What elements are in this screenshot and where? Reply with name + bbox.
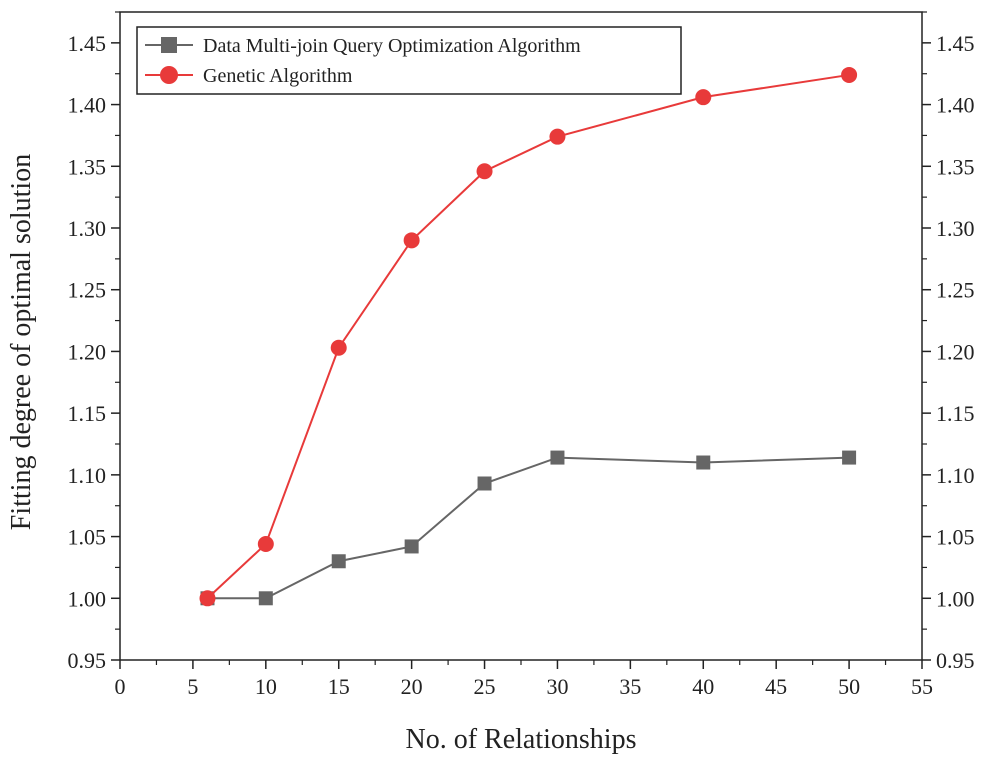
y-tick-label-left: 1.05 [68, 525, 107, 550]
data-point-circle [476, 163, 493, 180]
y-tick-label-right: 1.05 [936, 525, 975, 550]
axes: 0 5 10 15 20 25 30 35 40 45 50 550.95 0.951.00 1.001.… [68, 11, 975, 699]
y-tick-label-right: 1.10 [936, 463, 975, 488]
y-tick-label-left: 1.35 [68, 154, 107, 179]
data-point-square [404, 539, 419, 554]
data-point-square [331, 554, 346, 569]
legend-label: Data Multi-join Query Optimization Algor… [203, 35, 581, 57]
y-tick-label-right: 1.00 [936, 586, 975, 611]
y-tick-label-right: 1.45 [936, 31, 975, 56]
x-tick-label: 50 [838, 674, 860, 699]
data-point-circle [199, 590, 216, 607]
y-tick-label-left: 1.15 [68, 401, 107, 426]
data-point-circle [695, 89, 712, 106]
legend: Data Multi-join Query Optimization Algor… [136, 26, 682, 95]
data-point-square [477, 476, 492, 491]
y-tick-label-right: 1.25 [936, 278, 975, 303]
x-tick-label: 55 [911, 674, 933, 699]
series-genetic-algorithm [199, 66, 858, 607]
data-point-circle [841, 66, 858, 83]
y-tick-label-left: 1.45 [68, 31, 107, 56]
y-tick-label-right: 1.30 [936, 216, 975, 241]
y-tick-label-right: 0.95 [936, 648, 975, 673]
y-tick-label-right: 1.15 [936, 401, 975, 426]
y-tick-label-left: 1.00 [68, 586, 107, 611]
x-tick-label: 45 [765, 674, 787, 699]
data-point-circle [330, 339, 347, 356]
legend-marker-circle [160, 66, 178, 84]
data-point-square [550, 450, 565, 465]
x-tick-label: 35 [619, 674, 641, 699]
y-tick-label-right: 1.40 [936, 93, 975, 118]
y-tick-label-left: 1.40 [68, 93, 107, 118]
x-tick-label: 20 [401, 674, 423, 699]
y-tick-label-right: 1.20 [936, 339, 975, 364]
x-tick-label: 0 [115, 674, 126, 699]
data-point-square [842, 450, 857, 465]
legend-marker-square [161, 37, 177, 53]
y-tick-label-right: 1.35 [936, 154, 975, 179]
y-tick-label-left: 1.25 [68, 278, 107, 303]
x-axis-title: No. of Relationships [406, 724, 637, 755]
plot-frame [119, 11, 923, 661]
x-tick-label: 30 [546, 674, 568, 699]
y-tick-label-left: 1.20 [68, 339, 107, 364]
data-point-square [696, 455, 711, 470]
y-tick-label-left: 1.10 [68, 463, 107, 488]
x-tick-label: 25 [474, 674, 496, 699]
y-tick-label-left: 1.30 [68, 216, 107, 241]
data-point-circle [257, 535, 274, 552]
y-tick-label-left: 0.95 [68, 648, 107, 673]
series-line [206, 73, 850, 600]
x-tick-label: 15 [328, 674, 350, 699]
series-data-multi-join [200, 450, 857, 606]
data-point-circle [549, 128, 566, 145]
x-tick-label: 10 [255, 674, 277, 699]
legend-label: Genetic Algorithm [203, 65, 353, 87]
y-axis-title: Fitting degree of optimal solution [6, 154, 37, 530]
x-tick-label: 5 [187, 674, 198, 699]
data-point-circle [403, 232, 420, 249]
x-tick-label: 40 [692, 674, 714, 699]
series-line [207, 456, 850, 600]
series-layer [199, 66, 858, 607]
data-point-square [258, 591, 273, 606]
legend-box [136, 26, 682, 95]
